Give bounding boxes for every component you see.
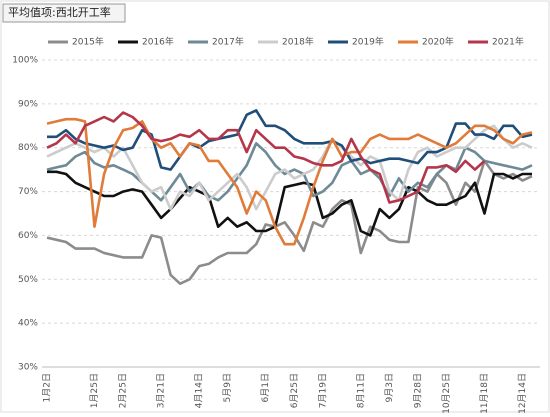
y-tick-label: 40%	[18, 319, 38, 329]
y-tick-label: 100%	[12, 56, 38, 66]
x-tick-label: 11月18日	[479, 373, 490, 413]
series-line	[47, 170, 532, 237]
x-tick-label: 7月19日	[317, 373, 328, 408]
x-tick-label: 2月25日	[118, 373, 129, 408]
y-tick-label: 30%	[18, 363, 38, 373]
y-tick-label: 60%	[18, 231, 38, 241]
y-tick-label: 70%	[18, 187, 38, 197]
legend-label: 2017年	[212, 36, 244, 48]
legend-label: 2021年	[492, 36, 524, 48]
x-tick-label: 6月25日	[289, 373, 300, 408]
x-tick-label: 4月14日	[194, 373, 205, 408]
chart-title: 平均值项:西北开工率	[8, 5, 111, 19]
legend-label: 2020年	[422, 36, 454, 48]
y-tick-label: 50%	[18, 275, 38, 285]
x-tick-label: 8月11日	[355, 373, 366, 408]
x-tick-label: 10月25日	[441, 373, 452, 413]
x-tick-label: 9月28日	[412, 373, 423, 408]
legend-label: 2019年	[352, 36, 384, 48]
title-box	[2, 3, 126, 23]
y-tick-label: 80%	[18, 143, 38, 153]
x-tick-label: 9月3日	[384, 373, 395, 402]
series-line	[47, 109, 533, 171]
x-tick-label: 1月25日	[89, 373, 100, 408]
y-tick-label: 90%	[18, 99, 38, 109]
legend-label: 2018年	[282, 36, 314, 48]
series-line	[46, 111, 486, 204]
legend-label: 2015年	[72, 36, 104, 48]
x-tick-label: 5月9日	[222, 373, 233, 402]
series-line	[46, 159, 533, 285]
x-tick-label: 6月1日	[260, 373, 271, 402]
series-line	[46, 117, 533, 246]
legend-label: 2016年	[142, 36, 174, 48]
series-line	[46, 124, 533, 211]
x-tick-label: 1月2日	[42, 373, 53, 402]
x-tick-label: 12月14日	[517, 373, 528, 413]
x-tick-label: 3月21日	[156, 373, 167, 408]
